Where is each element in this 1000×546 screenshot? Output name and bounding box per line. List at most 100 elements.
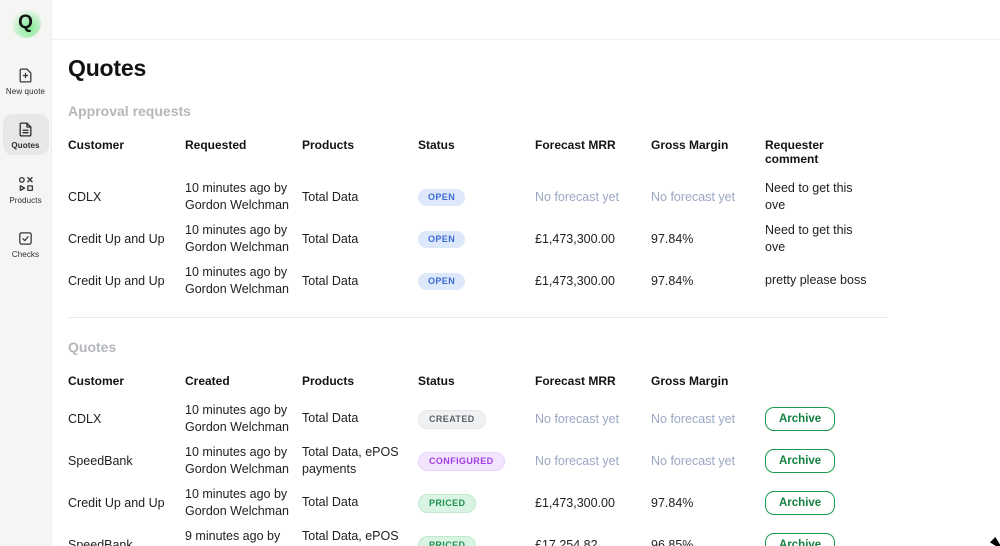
quote-row[interactable]: SpeedBank 9 minutes ago by Gordon Welchm…: [68, 524, 888, 546]
column-header-customer: Customer: [68, 138, 125, 152]
cell-requested: 10 minutes ago by Gordon Welchman: [185, 180, 289, 213]
sidebar-item-quotes[interactable]: Quotes: [2, 114, 49, 155]
cell-requester-comment: pretty please boss: [765, 273, 867, 288]
quotes-header-row: Customer Created Products Status Forecas…: [68, 370, 888, 392]
cell-forecast-mrr: No forecast yet: [535, 453, 620, 468]
archive-button[interactable]: Archive: [765, 407, 836, 431]
quotes-table: Customer Created Products Status Forecas…: [68, 370, 888, 546]
cell-products: Total Data: [302, 411, 359, 426]
column-header-products: Products: [302, 374, 355, 388]
column-header-status: Status: [418, 374, 455, 388]
cell-status: PRICED: [418, 482, 535, 524]
cell-customer: Credit Up and Up: [68, 231, 165, 246]
approval-request-row[interactable]: Credit Up and Up 10 minutes ago by Gordo…: [68, 260, 888, 302]
approval-requests-table: Customer Requested Products Status Forec…: [68, 134, 888, 302]
top-bar: [52, 0, 1000, 40]
cell-requested: 10 minutes ago by Gordon Welchman: [185, 264, 289, 297]
cell-products: Total Data, ePOS payments: [302, 444, 399, 477]
column-header-status: Status: [418, 138, 455, 152]
column-header-products: Products: [302, 138, 355, 152]
cell-created: 10 minutes ago by Gordon Welchman: [185, 402, 289, 435]
column-header-requester-comment: Requester comment: [765, 138, 824, 166]
cell-gross-margin: 96.85%: [651, 537, 694, 546]
column-header-forecast-mrr: Forecast MRR: [535, 138, 616, 152]
cell-requested: 10 minutes ago by Gordon Welchman: [185, 222, 289, 255]
cell-gross-margin: No forecast yet: [651, 453, 736, 468]
column-header-requested: Requested: [185, 138, 247, 152]
cell-status: CONFIGURED: [418, 440, 535, 482]
cell-forecast-mrr: No forecast yet: [535, 411, 620, 426]
quote-row[interactable]: CDLX 10 minutes ago by Gordon Welchman T…: [68, 398, 888, 440]
cell-gross-margin: 97.84%: [651, 495, 694, 510]
column-header-actions: [765, 370, 888, 392]
sidebar-item-new-quote[interactable]: New quote: [3, 60, 49, 101]
cell-products: Total Data: [302, 273, 359, 288]
app-logo[interactable]: Q: [10, 8, 41, 38]
sidebar: Q New quote Quotes: [0, 0, 52, 546]
app-logo-letter: Q: [18, 12, 33, 33]
new-quote-icon: [17, 67, 34, 84]
quote-row[interactable]: SpeedBank 10 minutes ago by Gordon Welch…: [68, 440, 888, 482]
approval-requests-header-row: Customer Requested Products Status Forec…: [68, 134, 888, 170]
column-header-gross-margin: Gross Margin: [651, 374, 729, 388]
cell-customer: Credit Up and Up: [68, 273, 165, 288]
cell-gross-margin: No forecast yet: [651, 411, 736, 426]
cell-created: 9 minutes ago by Gordon Welchman: [185, 528, 281, 543]
quotes-icon: [17, 121, 34, 138]
column-header-gross-margin: Gross Margin: [651, 138, 729, 152]
cell-products: Total Data: [302, 495, 359, 510]
archive-button[interactable]: Archive: [765, 491, 836, 515]
sidebar-item-label: Checks: [11, 250, 40, 259]
approval-request-row[interactable]: Credit Up and Up 10 minutes ago by Gordo…: [68, 218, 888, 260]
status-badge: OPEN: [418, 230, 466, 248]
cell-gross-margin: No forecast yet: [651, 189, 736, 204]
cell-products: Total Data, ePOS payments: [302, 528, 399, 543]
status-badge: CREATED: [418, 409, 486, 429]
cell-actions: Archive: [765, 440, 888, 482]
column-header-created: Created: [185, 374, 230, 388]
cell-created: 10 minutes ago by Gordon Welchman: [185, 444, 289, 477]
approval-request-row[interactable]: CDLX 10 minutes ago by Gordon Welchman T…: [68, 176, 888, 218]
archive-button[interactable]: Archive: [765, 533, 836, 546]
cell-products: Total Data: [302, 231, 359, 246]
cell-created: 10 minutes ago by Gordon Welchman: [185, 486, 289, 519]
cell-forecast-mrr: £1,473,300.00: [535, 273, 615, 288]
cell-status: CREATED: [418, 398, 535, 440]
status-badge: PRICED: [418, 535, 477, 546]
status-badge: PRICED: [418, 493, 477, 513]
cell-forecast-mrr: No forecast yet: [535, 189, 620, 204]
sidebar-nav: New quote Quotes Products: [0, 60, 51, 264]
cell-customer: CDLX: [68, 411, 102, 426]
cell-forecast-mrr: £1,473,300.00: [535, 231, 615, 246]
sidebar-item-checks[interactable]: Checks: [3, 223, 49, 264]
status-badge: OPEN: [418, 188, 466, 206]
cell-status: OPEN: [418, 176, 535, 218]
cell-status: OPEN: [418, 218, 535, 260]
cell-customer: SpeedBank: [68, 537, 133, 546]
main-area: Quotes Approval requests Customer Reques…: [52, 0, 1000, 546]
content: Quotes Approval requests Customer Reques…: [52, 40, 1000, 546]
sidebar-item-label: Quotes: [11, 141, 40, 150]
cell-forecast-mrr: £17,254.82: [535, 537, 598, 546]
cell-products: Total Data: [302, 189, 359, 204]
column-header-forecast-mrr: Forecast MRR: [535, 374, 616, 388]
sidebar-item-products[interactable]: Products: [3, 168, 49, 210]
quote-row[interactable]: Credit Up and Up 10 minutes ago by Gordo…: [68, 482, 888, 524]
cell-gross-margin: 97.84%: [651, 231, 694, 246]
checkbox-icon: [17, 230, 34, 247]
cell-status: PRICED: [418, 524, 535, 546]
sidebar-item-label: New quote: [5, 87, 46, 96]
section-divider: [68, 317, 888, 318]
page-title: Quotes: [68, 55, 147, 81]
cell-actions: Archive: [765, 482, 888, 524]
quotes-heading: Quotes: [68, 339, 117, 355]
archive-button[interactable]: Archive: [765, 449, 836, 473]
column-header-customer: Customer: [68, 374, 125, 388]
cell-requester-comment: Need to get this ove: [765, 222, 853, 255]
cell-gross-margin: 97.84%: [651, 273, 694, 288]
cell-customer: Credit Up and Up: [68, 495, 165, 510]
approval-requests-heading: Approval requests: [68, 103, 191, 119]
cell-actions: Archive: [765, 398, 888, 440]
cell-actions: Archive: [765, 524, 888, 546]
products-shapes-icon: [17, 175, 35, 193]
